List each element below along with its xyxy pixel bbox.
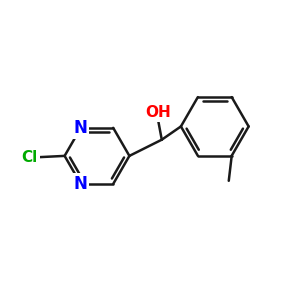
Text: N: N — [74, 119, 88, 137]
Text: OH: OH — [145, 105, 171, 120]
Text: Cl: Cl — [22, 150, 38, 165]
Text: N: N — [74, 175, 88, 193]
